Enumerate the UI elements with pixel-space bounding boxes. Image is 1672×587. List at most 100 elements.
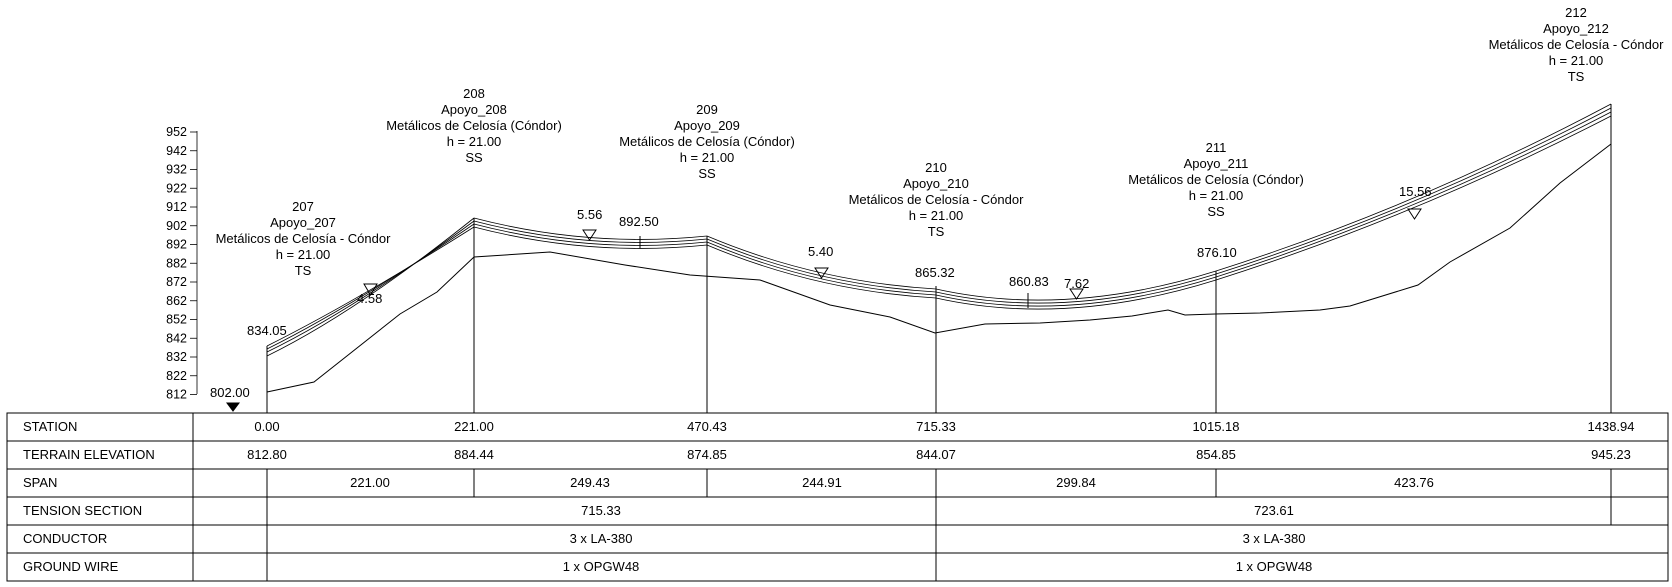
support-name: Apoyo_211 — [1184, 156, 1249, 171]
axis-tick-label: 902 — [166, 219, 187, 233]
support-name: Apoyo_212 — [1543, 21, 1609, 36]
point-860-label: 860.83 — [1009, 274, 1049, 289]
ground-wire-row: 1 x OPGW48 1 x OPGW48 — [563, 559, 1313, 574]
point-annotations: 802.00 834.05 4.58 5.56 892.50 5.40 865.… — [210, 184, 1432, 412]
support-function: SS — [465, 150, 483, 165]
table-cell: 470.43 — [687, 419, 727, 434]
support-height: h = 21.00 — [447, 134, 502, 149]
axis-tick-label: 862 — [166, 294, 187, 308]
support-height: h = 21.00 — [680, 150, 735, 165]
row-label-terrain: TERRAIN ELEVATION — [23, 447, 155, 462]
clearance-marker-icon — [1069, 288, 1084, 300]
support-label-208: 208 Apoyo_208 Metálicos de Celosía (Cónd… — [386, 86, 562, 165]
support-number: 210 — [925, 160, 947, 175]
table-cell: 3 x LA-380 — [570, 531, 633, 546]
table-cell: 1015.18 — [1193, 419, 1240, 434]
support-number: 208 — [463, 86, 485, 101]
table-cell: 715.33 — [916, 419, 956, 434]
row-label-conductor: CONDUCTOR — [23, 531, 107, 546]
support-label-210: 210 Apoyo_210 Metálicos de Celosía - Cón… — [849, 160, 1025, 239]
support-label-212: 212 Apoyo_212 Metálicos de Celosía - Cón… — [1489, 5, 1665, 84]
support-name: Apoyo_207 — [270, 215, 336, 230]
table-cell: 1 x OPGW48 — [1236, 559, 1313, 574]
axis-tick-label: 922 — [166, 181, 187, 195]
conductor-row: 3 x LA-380 3 x LA-380 — [570, 531, 1306, 546]
clearance-label-4: 7.62 — [1064, 276, 1089, 291]
axis-tick-label: 882 — [166, 256, 187, 270]
support-function: SS — [1207, 204, 1225, 219]
point-892-label: 892.50 — [619, 214, 659, 229]
axis-tick-label: 942 — [166, 144, 187, 158]
support-height: h = 21.00 — [1189, 188, 1244, 203]
clearance-label-3: 5.40 — [808, 244, 833, 259]
support-number: 207 — [292, 199, 314, 214]
table-cell: 244.91 — [802, 475, 842, 490]
table-cell: 874.85 — [687, 447, 727, 462]
clearance-marker-icon — [1407, 208, 1422, 220]
clearance-label-2: 5.56 — [577, 207, 602, 222]
profile-table: STATION TERRAIN ELEVATION SPAN TENSION S… — [6, 412, 1669, 582]
support-function: TS — [928, 224, 945, 239]
axis-tick-label: 872 — [166, 275, 187, 289]
axis-tick-label: 912 — [166, 200, 187, 214]
support-height: h = 21.00 — [276, 247, 331, 262]
table-cell: 1 x OPGW48 — [563, 559, 640, 574]
row-label-span: SPAN — [23, 475, 57, 490]
table-cell: 884.44 — [454, 447, 494, 462]
support-type: Metálicos de Celosía (Cóndor) — [619, 134, 795, 149]
clearance-label-5: 15.56 — [1399, 184, 1432, 199]
support-number: 212 — [1565, 5, 1587, 20]
support-height: h = 21.00 — [1549, 53, 1604, 68]
row-label-station: STATION — [23, 419, 77, 434]
conductor-bundles — [266, 103, 1612, 357]
support-label-209: 209 Apoyo_209 Metálicos de Celosía (Cónd… — [619, 102, 795, 181]
terrain-row: 812.80 884.44 874.85 844.07 854.85 945.2… — [247, 447, 1631, 462]
clearance-marker-icon — [814, 267, 829, 279]
table-cell: 221.00 — [454, 419, 494, 434]
clearance-marker-icon — [363, 283, 378, 296]
table-cell: 249.43 — [570, 475, 610, 490]
terrain-line — [266, 143, 1612, 393]
support-name: Apoyo_208 — [441, 102, 507, 117]
support-type: Metálicos de Celosía - Cóndor — [849, 192, 1025, 207]
elevation-axis: 952 942 932 922 912 902 892 882 872 862 852 842 832 8… — [166, 125, 198, 402]
support-number: 209 — [696, 102, 718, 117]
start-elevation-label: 802.00 — [210, 385, 250, 400]
support-name: Apoyo_210 — [903, 176, 969, 191]
support-type: Metálicos de Celosía - Cóndor — [1489, 37, 1665, 52]
table-cell: 844.07 — [916, 447, 956, 462]
table-cell: 0.00 — [254, 419, 279, 434]
support-type: Metálicos de Celosía (Cóndor) — [1128, 172, 1304, 187]
clearance-marker-icon — [582, 229, 597, 241]
attach-207-label: 834.05 — [247, 323, 287, 338]
axis-tick-label: 832 — [166, 350, 187, 364]
tower-poles — [266, 104, 1612, 413]
table-cell: 423.76 — [1394, 475, 1434, 490]
row-label-tension: TENSION SECTION — [23, 503, 142, 518]
point-876-label: 876.10 — [1197, 245, 1237, 260]
table-cell: 854.85 — [1196, 447, 1236, 462]
table-cell: 221.00 — [350, 475, 390, 490]
support-function: SS — [698, 166, 716, 181]
support-type: Metálicos de Celosía - Cóndor — [216, 231, 392, 246]
start-marker-icon — [226, 402, 240, 412]
axis-tick-label: 822 — [166, 369, 187, 383]
axis-tick-label: 842 — [166, 331, 187, 345]
support-number: 211 — [1206, 140, 1227, 155]
row-label-ground-wire: GROUND WIRE — [23, 559, 119, 574]
clearance-label-1: 4.58 — [357, 291, 382, 306]
table-cell: 1438.94 — [1588, 419, 1635, 434]
table-cell: 945.23 — [1591, 447, 1631, 462]
span-row: 221.00 249.43 244.91 299.84 423.76 — [350, 475, 1434, 490]
tension-row: 715.33 723.61 — [581, 503, 1294, 518]
support-name: Apoyo_209 — [674, 118, 740, 133]
support-type: Metálicos de Celosía (Cóndor) — [386, 118, 562, 133]
table-cell: 812.80 — [247, 447, 287, 462]
table-cell: 723.61 — [1254, 503, 1294, 518]
axis-tick-label: 892 — [166, 238, 187, 252]
support-label-207: 207 Apoyo_207 Metálicos de Celosía - Cón… — [216, 199, 392, 278]
support-height: h = 21.00 — [909, 208, 964, 223]
table-cell: 3 x LA-380 — [1243, 531, 1306, 546]
point-865-label: 865.32 — [915, 265, 955, 280]
